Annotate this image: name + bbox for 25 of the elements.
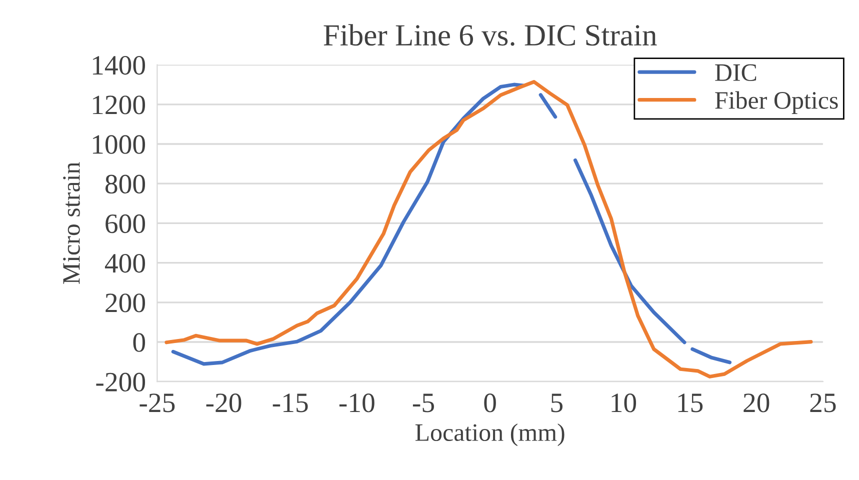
- x-tick-label: -15: [272, 394, 308, 412]
- x-tick-label: 5: [551, 394, 562, 412]
- y-tick-label: 1000: [92, 135, 146, 154]
- x-tick-label: -10: [339, 394, 374, 412]
- legend-label: DIC: [715, 64, 756, 82]
- y-tick-label: 600: [106, 214, 146, 234]
- y-tick-label: 200: [106, 294, 146, 312]
- x-tick-label: 15: [678, 394, 703, 412]
- y-tick-label: 0: [133, 333, 146, 352]
- x-tick-label: -20: [206, 394, 242, 412]
- y-tick-label: -200: [96, 372, 146, 392]
- x-axis-title: Location (mm): [415, 423, 564, 446]
- x-tick-label: -25: [140, 394, 175, 412]
- y-tick-label: 1200: [92, 96, 146, 114]
- x-tick-label: -5: [412, 394, 434, 412]
- x-tick-label: 25: [810, 394, 836, 412]
- x-tick-label: 10: [612, 394, 636, 412]
- y-tick-label: 1400: [92, 56, 146, 75]
- y-tick-label: 800: [105, 174, 146, 194]
- chart-title: Fiber Line 6 vs. DIC Strain: [324, 24, 657, 46]
- y-tick-label: 400: [104, 254, 146, 273]
- x-tick-label: 20: [744, 394, 770, 412]
- x-tick-label: 0: [484, 394, 496, 412]
- legend-label: Fiber Optics: [715, 91, 838, 114]
- y-axis-title: Micro strain: [63, 162, 80, 284]
